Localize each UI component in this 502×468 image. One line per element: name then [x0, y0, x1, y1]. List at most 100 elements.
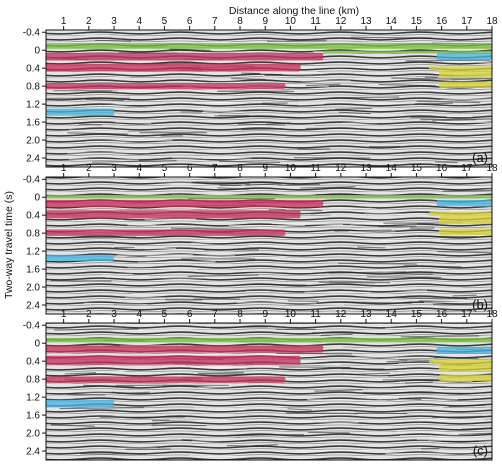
cyan-horizon-highlight [46, 108, 115, 116]
y-tick-label: 1.2 [26, 393, 40, 404]
x-tick-label: 15 [411, 309, 423, 320]
panel-frame [45, 29, 493, 168]
seismic-panel: 1 2 3 4 5 6 7 8 9 10 11 12 13 14 15 16 17 18-0.400.40.81.… [23, 309, 498, 461]
y-tick-label: 2.4 [26, 154, 40, 165]
x-tick-label: 10 [285, 163, 297, 174]
y-tick-label: 2.4 [26, 447, 40, 458]
y-tick-label: 2.0 [26, 283, 40, 294]
green-horizon-highlight [46, 194, 492, 199]
y-tick-label: 0.4 [26, 211, 40, 222]
yellow-horizon-highlight [429, 211, 492, 217]
green-horizon-highlight [323, 50, 492, 54]
cyan-horizon-highlight [436, 346, 492, 354]
x-tick-label: 13 [360, 309, 372, 320]
x-tick-label: 6 [187, 309, 193, 320]
y-tick-label: 0.8 [26, 229, 40, 240]
panels-layer: 1 2 3 4 5 6 7 8 9 10 11 12 13 14 15 16 17 18-0.400.40.81.… [23, 16, 498, 461]
red-horizon-highlight [46, 52, 324, 61]
x-tick-label: 12 [335, 309, 347, 320]
panel-label: (a) [472, 150, 488, 165]
yellow-horizon-highlight [439, 363, 492, 372]
cyan-horizon-highlight [436, 199, 492, 207]
red-horizon-highlight [46, 199, 324, 208]
y-tick-label: -0.4 [23, 321, 41, 332]
yellow-horizon-highlight [439, 374, 492, 381]
x-tick-label: 18 [486, 309, 498, 320]
x-tick-label: 16 [436, 16, 448, 27]
x-tick-label: 14 [386, 16, 398, 27]
y-tick-label: 0.4 [26, 357, 40, 368]
x-tick-label: 4 [136, 163, 142, 174]
x-tick-label: 5 [162, 163, 168, 174]
x-tick-label: 7 [212, 163, 218, 174]
yellow-horizon-highlight [439, 70, 492, 79]
y-axis-title: Two-way travel time (s) [3, 191, 15, 299]
seismic-panel: 1 2 3 4 5 6 7 8 9 10 11 12 13 14 15 16 17 18-0.400.40.81.… [23, 163, 498, 315]
red-horizon-highlight [46, 229, 286, 236]
x-tick-label: 14 [386, 163, 398, 174]
x-tick-label: 18 [486, 163, 498, 174]
y-tick-label: 1.6 [26, 118, 40, 129]
x-tick-label: 18 [486, 16, 498, 27]
panel-frame [45, 176, 493, 315]
x-axis-title: Distance along the line (km) [229, 5, 359, 17]
cyan-horizon-highlight [436, 52, 492, 61]
x-tick-label: 9 [262, 16, 268, 27]
cyan-horizon-highlight [46, 399, 115, 407]
red-horizon-highlight [46, 376, 286, 383]
panel-label: (c) [473, 443, 488, 458]
x-tick-label: 8 [237, 16, 243, 27]
cyan-horizon-highlight [46, 254, 115, 261]
green-horizon-highlight [46, 337, 492, 343]
x-tick-label: 13 [360, 16, 372, 27]
y-tick-label: 0.8 [26, 82, 40, 93]
x-tick-label: 10 [285, 309, 297, 320]
x-tick-label: 5 [162, 309, 168, 320]
x-tick-label: 11 [310, 309, 321, 320]
y-tick-label: 0 [34, 46, 40, 57]
yellow-horizon-highlight [429, 359, 492, 364]
x-tick-label: 7 [212, 309, 218, 320]
x-tick-label: 12 [335, 163, 347, 174]
x-tick-label: 6 [187, 163, 193, 174]
seismic-panel: 1 2 3 4 5 6 7 8 9 10 11 12 13 14 15 16 17 18-0.400.40.81.… [23, 16, 498, 168]
x-tick-label: 7 [212, 16, 218, 27]
x-tick-label: 14 [386, 309, 398, 320]
yellow-horizon-highlight [439, 81, 492, 88]
x-tick-label: 6 [187, 16, 193, 27]
y-tick-label: 1.2 [26, 100, 40, 111]
reflector-texture [47, 326, 493, 458]
x-tick-label: 10 [285, 16, 297, 27]
y-tick-label: 0 [34, 193, 40, 204]
panel-frame [45, 322, 493, 461]
y-tick-label: 1.2 [26, 247, 40, 258]
x-tick-label: 1 [61, 16, 67, 27]
x-tick-label: 8 [237, 309, 243, 320]
x-tick-label: 4 [136, 309, 142, 320]
y-tick-label: 1.6 [26, 411, 40, 422]
x-tick-label: 13 [360, 163, 372, 174]
y-tick-label: 1.6 [26, 265, 40, 276]
x-tick-label: 2 [86, 16, 92, 27]
green-horizon-highlight [46, 43, 492, 49]
x-tick-label: 17 [461, 16, 473, 27]
red-horizon-highlight [46, 345, 324, 353]
x-tick-label: 1 [61, 163, 67, 174]
y-tick-label: 2.4 [26, 301, 40, 312]
y-tick-label: 0.8 [26, 375, 40, 386]
yellow-horizon-highlight [439, 216, 492, 225]
x-tick-label: 2 [86, 309, 92, 320]
x-tick-label: 4 [136, 16, 142, 27]
red-horizon-highlight [46, 83, 286, 89]
x-tick-label: 5 [162, 16, 168, 27]
y-tick-label: -0.4 [23, 175, 41, 186]
red-horizon-highlight [46, 63, 301, 72]
x-tick-label: 1 [61, 309, 67, 320]
y-tick-label: 0.4 [26, 64, 40, 75]
x-tick-label: 15 [411, 16, 423, 27]
x-tick-label: 9 [262, 309, 268, 320]
x-tick-label: 11 [310, 16, 321, 27]
x-tick-label: 9 [262, 163, 268, 174]
panel-label: (b) [472, 297, 488, 312]
